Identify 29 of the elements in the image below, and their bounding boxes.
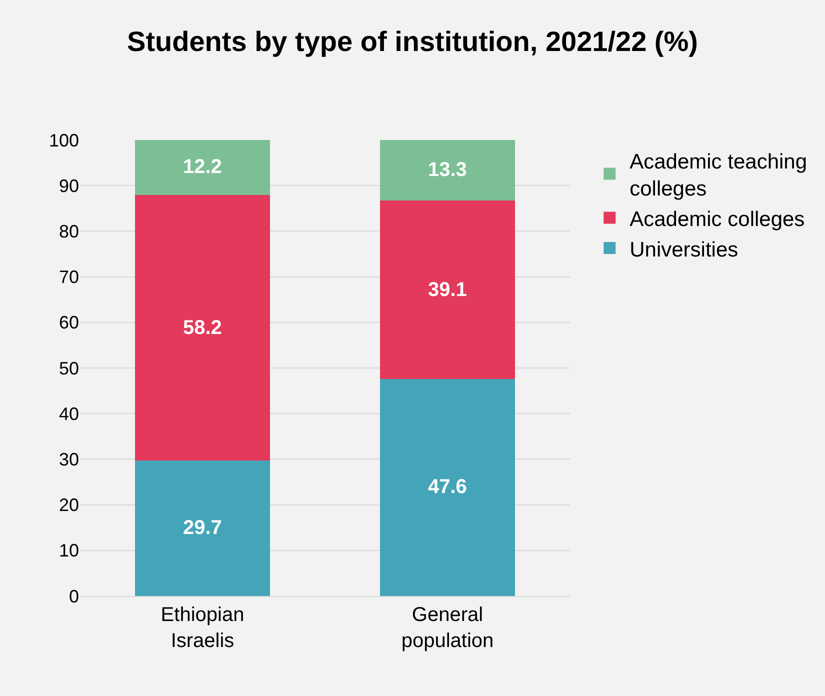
y-tick-label: 10 <box>58 540 79 561</box>
data-label: 13.3 <box>428 159 467 181</box>
y-tick-label: 0 <box>68 586 79 606</box>
bar <box>380 140 515 201</box>
x-tick-label: General population <box>401 604 494 652</box>
y-tick-label: 100 <box>48 130 79 150</box>
x-tick-label: Ethiopian Israelis <box>160 604 244 652</box>
bar <box>380 378 515 596</box>
data-label: 29.7 <box>183 517 222 539</box>
bar <box>135 460 270 596</box>
data-label: 39.1 <box>428 279 467 301</box>
legend-label: Academic colleges <box>630 208 805 231</box>
y-tick-label: 40 <box>58 404 79 424</box>
bar <box>135 195 270 461</box>
y-tick-label: 50 <box>58 358 79 378</box>
data-label: 58.2 <box>183 317 222 339</box>
bar <box>380 200 515 379</box>
data-label: 47.6 <box>428 476 467 498</box>
legend-label: Universities <box>630 238 738 262</box>
legend-label: Academic teaching colleges <box>630 150 808 201</box>
y-tick-label: 60 <box>58 312 79 333</box>
y-tick-label: 80 <box>58 222 79 242</box>
data-label: 12.2 <box>183 156 222 178</box>
y-tick-label: 30 <box>58 450 79 470</box>
chart-title: Students by type of institution, 2021/22 (%) <box>127 26 698 57</box>
y-tick-label: 20 <box>58 495 79 516</box>
y-tick-label: 70 <box>58 267 79 288</box>
bar <box>135 140 270 196</box>
y-tick-label: 90 <box>58 176 79 196</box>
